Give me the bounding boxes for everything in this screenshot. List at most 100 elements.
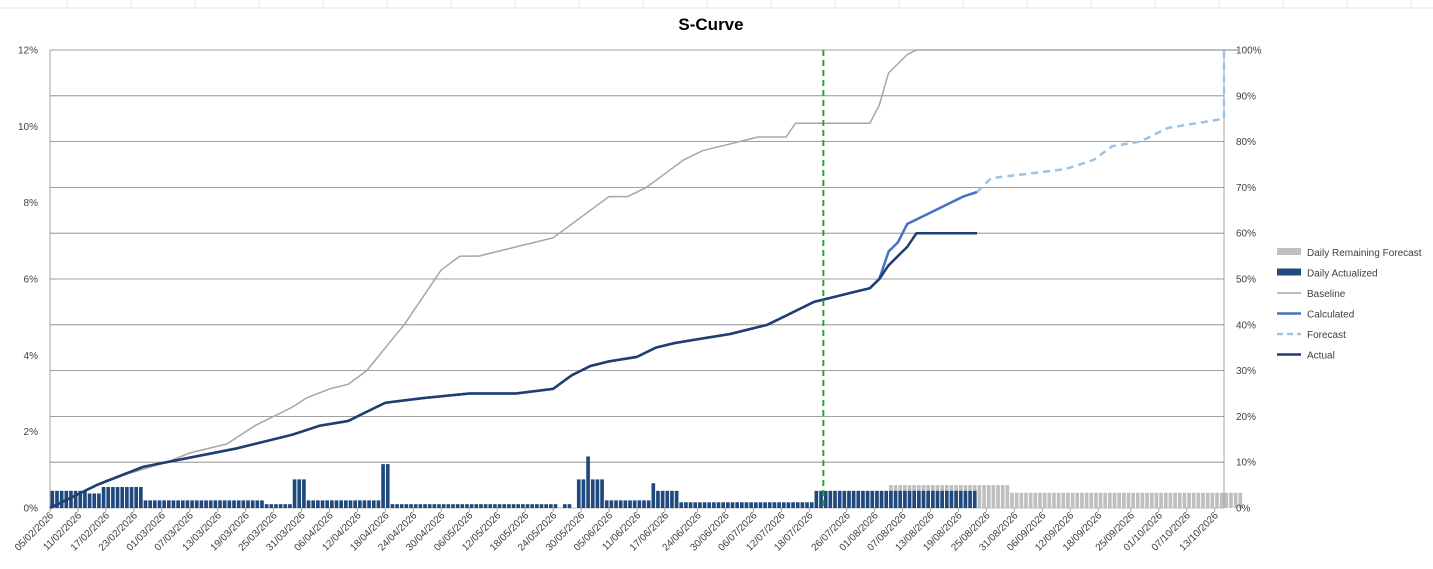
bar: [651, 483, 656, 508]
bar: [548, 504, 553, 508]
bar: [488, 504, 493, 508]
bar: [306, 500, 311, 508]
bar: [609, 500, 614, 508]
bar: [451, 504, 455, 508]
bar: [870, 490, 875, 508]
bar: [502, 504, 507, 508]
bar: [823, 490, 828, 508]
bar: [1154, 492, 1159, 508]
bar: [637, 500, 642, 508]
bar: [968, 490, 972, 508]
bar: [59, 490, 64, 508]
bar: [260, 500, 264, 508]
bar: [129, 487, 134, 508]
bar: [1135, 492, 1140, 508]
bar: [1000, 485, 1005, 508]
bar: [707, 502, 712, 508]
bar: [232, 500, 236, 508]
bar: [437, 504, 441, 508]
bar: [581, 479, 586, 509]
left-tick-label: 2%: [24, 427, 39, 438]
bar: [944, 490, 949, 508]
bar: [996, 485, 1000, 508]
bar: [404, 504, 409, 508]
bar: [1229, 492, 1233, 508]
bar: [115, 487, 120, 508]
bar: [795, 502, 800, 508]
bar: [1052, 492, 1056, 508]
bar: [1224, 492, 1229, 508]
legend-swatch: [1277, 248, 1301, 255]
bar: [525, 504, 530, 508]
bar: [479, 504, 483, 508]
bar: [101, 487, 106, 508]
bar: [977, 485, 982, 508]
bar: [949, 490, 954, 508]
bar: [656, 490, 660, 508]
bar: [982, 485, 986, 508]
bar: [1080, 492, 1084, 508]
bar: [73, 490, 78, 508]
bar: [1159, 492, 1163, 508]
bar: [465, 504, 469, 508]
bar: [642, 500, 646, 508]
bar: [521, 504, 525, 508]
bar: [535, 504, 539, 508]
bar: [353, 500, 357, 508]
bar: [1098, 492, 1103, 508]
bar: [893, 490, 898, 508]
bar: [576, 479, 581, 509]
bar: [712, 502, 716, 508]
bar: [562, 504, 567, 508]
bar: [1196, 492, 1201, 508]
bar: [1126, 492, 1131, 508]
bar: [1014, 492, 1019, 508]
bar: [786, 502, 791, 508]
bar: [1117, 492, 1122, 508]
left-tick-label: 8%: [24, 198, 39, 209]
bar: [842, 490, 847, 508]
calculated-line: [49, 190, 978, 510]
bar: [1019, 492, 1024, 508]
bar: [152, 500, 157, 508]
bar: [171, 500, 176, 508]
bar: [469, 504, 474, 508]
bar: [958, 490, 963, 508]
bar: [274, 504, 278, 508]
bar: [819, 490, 823, 508]
bar: [111, 487, 115, 508]
bar: [227, 500, 232, 508]
bar: [330, 500, 334, 508]
legend-label: Daily Remaining Forecast: [1307, 248, 1422, 259]
bar: [148, 500, 152, 508]
bar: [250, 500, 255, 508]
bar: [865, 490, 870, 508]
x-axis-ticks: 05/02/202611/02/202617/02/202623/02/2026…: [13, 508, 1221, 554]
bar: [791, 502, 795, 508]
bar: [55, 490, 59, 508]
bar: [674, 490, 679, 508]
bar: [120, 487, 125, 508]
bar: [1145, 492, 1149, 508]
bar: [1201, 492, 1205, 508]
bar: [903, 490, 907, 508]
bar: [474, 504, 479, 508]
bar: [1122, 492, 1126, 508]
bar: [302, 479, 306, 509]
bar: [875, 490, 879, 508]
bar: [1042, 492, 1047, 508]
chart-title: S-Curve: [678, 15, 743, 34]
bar: [1131, 492, 1135, 508]
right-tick-label: 0%: [1236, 504, 1251, 515]
bar: [139, 487, 143, 508]
bar: [907, 490, 912, 508]
bar: [92, 493, 97, 508]
bar: [889, 490, 893, 508]
bar: [423, 504, 427, 508]
bar: [204, 500, 208, 508]
right-tick-label: 30%: [1236, 366, 1256, 377]
bar: [623, 500, 628, 508]
bar: [1177, 492, 1182, 508]
bar: [698, 502, 702, 508]
